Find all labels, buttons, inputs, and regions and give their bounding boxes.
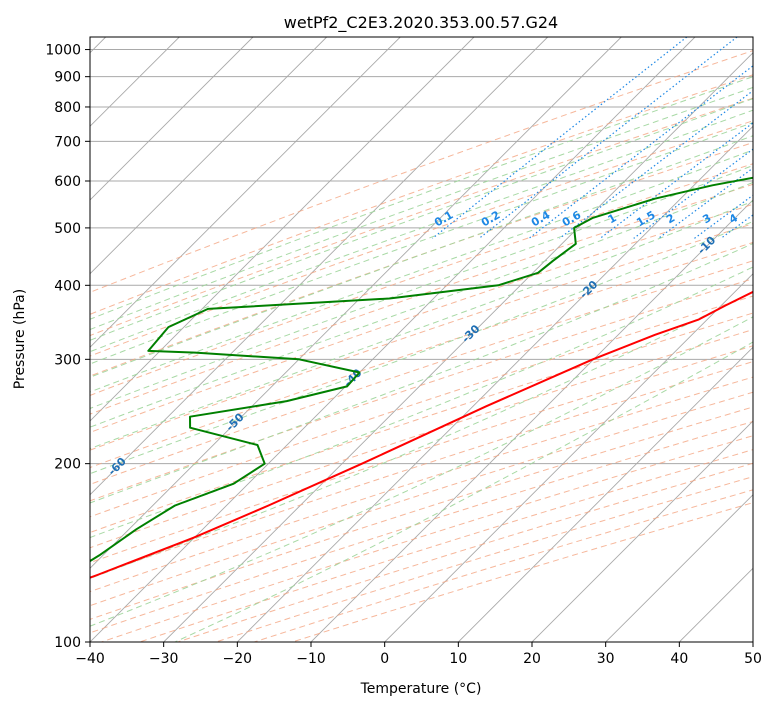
- y-axis-label: Pressure (hPa): [12, 289, 28, 389]
- x-axis-label: Temperature (°C): [360, 681, 482, 697]
- y-axis-ticks: 1000 900 800 700 600 500 400 300 200 100: [45, 43, 90, 651]
- y-tick-label: 900: [54, 70, 81, 86]
- mixing-ratio-line: [432, 37, 688, 239]
- background-lines: [90, 37, 775, 642]
- isotherm-line: [90, 37, 622, 569]
- dry-adiabat-line: [215, 476, 753, 642]
- mixing-ratio-line: [760, 37, 775, 238]
- isotherm-line: [163, 52, 753, 642]
- isotherm-line: [605, 494, 753, 642]
- isotherm-line: [90, 37, 401, 348]
- mixing-ratio-line: [559, 89, 753, 239]
- dry-adiabat-line: [90, 142, 753, 377]
- isotherm-line: [457, 346, 753, 642]
- temperature-trace: [90, 290, 753, 579]
- moist-adiabat-line: [90, 266, 753, 539]
- dry-adiabat-line: [90, 120, 753, 357]
- moist-adiabat-line: [90, 109, 753, 353]
- moist-adiabat-line: [90, 181, 753, 428]
- isotherm-label: -60: [106, 455, 129, 478]
- isotherm-label: -50: [223, 410, 246, 433]
- y-tick-label: 500: [54, 221, 81, 237]
- moist-adiabat-line: [90, 86, 753, 331]
- x-tick-label: −40: [75, 651, 105, 667]
- sounding-traces: [90, 176, 753, 579]
- dry-adiabat-line: [90, 260, 753, 485]
- dry-adiabat-line: [90, 50, 753, 293]
- x-axis-ticks: −40 −30 −20 −10 0 10 20 30 40 50: [75, 642, 762, 667]
- x-tick-label: −10: [296, 651, 326, 667]
- dry-adiabat-line: [90, 223, 753, 451]
- mixing-ratio-line: [478, 37, 738, 239]
- dry-adiabat-line: [177, 462, 753, 642]
- mixing-ratio-label: 2: [664, 211, 677, 226]
- isotherm-line: [531, 420, 753, 642]
- isotherm-line: [90, 37, 254, 201]
- y-tick-label: 1000: [45, 43, 81, 59]
- dewpoint-trace: [90, 176, 753, 563]
- isotherm-line: [384, 273, 753, 642]
- mixing-ratio-line: [720, 214, 753, 239]
- isotherm-line: [310, 199, 753, 642]
- dry-adiabat-line: [90, 74, 753, 315]
- x-tick-label: −20: [223, 651, 253, 667]
- x-tick-label: 50: [744, 651, 762, 667]
- y-tick-label: 300: [54, 352, 81, 368]
- x-tick-label: 0: [380, 651, 389, 667]
- plot-frame: [89, 36, 754, 643]
- mixing-ratio-line: [658, 167, 753, 239]
- chart-title: wetPf2_C2E3.2020.353.00.57.G24: [284, 13, 558, 33]
- isotherm-label: -70: [0, 499, 11, 522]
- y-tick-label: 600: [54, 174, 81, 190]
- isotherm-line: [90, 37, 328, 275]
- x-tick-label: 40: [670, 651, 688, 667]
- dry-adiabat-line: [90, 97, 753, 337]
- isotherm-label: -10: [695, 233, 718, 256]
- isotherm-line: [90, 37, 549, 496]
- x-tick-label: 20: [523, 651, 541, 667]
- isotherm-line: [678, 567, 753, 642]
- y-tick-label: 800: [54, 100, 81, 116]
- x-tick-label: 10: [449, 651, 467, 667]
- x-tick-label: 30: [597, 651, 615, 667]
- mixing-ratio-label: 0.1: [432, 208, 455, 229]
- y-tick-label: 700: [54, 134, 81, 150]
- moist-adiabat-line: [90, 76, 753, 320]
- mixing-ratio-label: 3: [700, 211, 713, 226]
- dry-adiabat-line: [101, 435, 753, 642]
- isotherm-label: -30: [459, 322, 482, 345]
- dry-adiabat-line: [90, 391, 753, 607]
- y-tick-label: 200: [54, 457, 81, 473]
- isotherm-line: [90, 37, 696, 642]
- isotherm-line: [90, 37, 475, 422]
- mixing-ratio-label: 0.4: [529, 208, 553, 229]
- isotherm-line: [236, 125, 753, 642]
- moist-adiabat-line: [90, 98, 753, 341]
- dry-adiabat-line: [90, 361, 753, 578]
- dry-adiabat-line: [90, 163, 753, 396]
- x-tick-label: −30: [149, 651, 179, 667]
- mixing-ratio-label: 6: [766, 211, 775, 226]
- isotherm-line: [752, 641, 753, 642]
- dry-adiabat-line: [90, 329, 753, 549]
- y-tick-label: 400: [54, 278, 81, 294]
- moist-adiabat-line: [90, 242, 753, 504]
- moist-adiabat-line: [90, 291, 753, 579]
- dry-adiabat-line: [90, 278, 753, 502]
- y-tick-label: 100: [54, 635, 81, 651]
- moist-adiabat-line: [90, 200, 753, 450]
- dry-adiabat-line: [90, 312, 753, 534]
